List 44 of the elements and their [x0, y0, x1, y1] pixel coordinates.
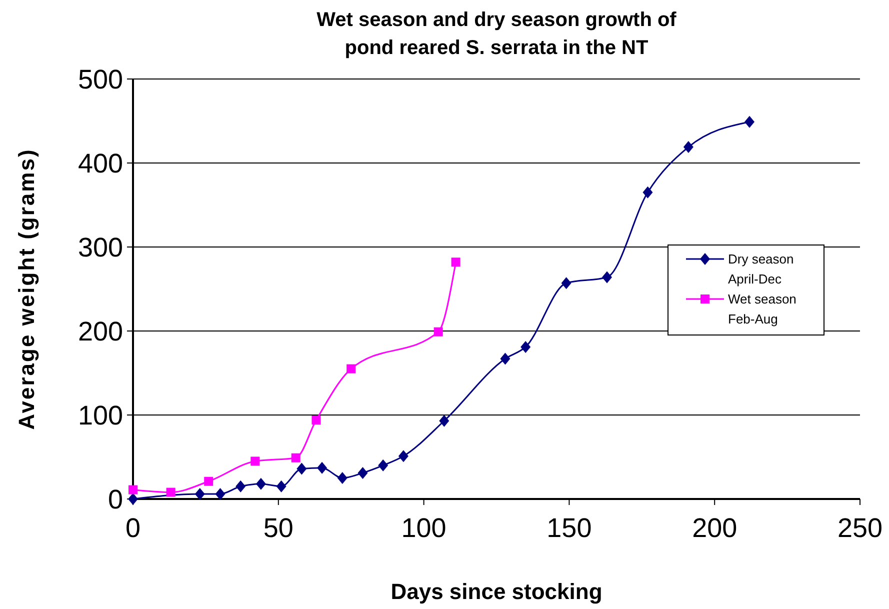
- y-tick-label: 0: [108, 484, 123, 514]
- point: [451, 258, 460, 267]
- point: [602, 271, 612, 284]
- point: [204, 476, 214, 486]
- x-tick-label: 100: [401, 513, 446, 543]
- point: [439, 414, 450, 427]
- point: [317, 462, 328, 474]
- point: [194, 488, 205, 500]
- point: [312, 416, 321, 425]
- point: [434, 327, 443, 336]
- x-tick-label: 250: [837, 513, 883, 543]
- point: [358, 466, 368, 479]
- point: [520, 340, 531, 353]
- point: [128, 485, 138, 494]
- legend-label: Wet season Feb-Aug: [728, 292, 796, 327]
- chart-title: Wet season and dry season growth of pond reared S. serrata in the NT: [316, 9, 677, 59]
- point: [744, 116, 754, 128]
- x-tick-label: 200: [692, 513, 738, 543]
- legend-label: Dry season April-Dec: [728, 252, 794, 287]
- point: [561, 277, 572, 290]
- x-tick-label: 50: [263, 513, 294, 543]
- point: [166, 488, 176, 497]
- point: [346, 364, 356, 374]
- point: [337, 472, 348, 484]
- y-tick-label: 400: [78, 148, 123, 178]
- point: [236, 480, 246, 492]
- y-tick-label: 100: [78, 400, 123, 430]
- point: [683, 141, 694, 154]
- point: [500, 352, 510, 365]
- point: [642, 186, 653, 198]
- y-tick-label: 300: [78, 232, 123, 262]
- x-tick-label: 150: [546, 513, 592, 543]
- point: [250, 456, 260, 466]
- point: [296, 462, 307, 475]
- y-tick-label: 500: [78, 64, 123, 94]
- point: [215, 488, 226, 500]
- point: [398, 450, 408, 462]
- point: [291, 453, 300, 462]
- point: [276, 480, 286, 492]
- x-axis-title: Days since stocking: [390, 579, 602, 604]
- y-tick-label: 200: [78, 316, 123, 346]
- y-axis-title: Average weight (grams): [14, 148, 39, 430]
- point: [256, 478, 266, 490]
- point: [378, 459, 388, 472]
